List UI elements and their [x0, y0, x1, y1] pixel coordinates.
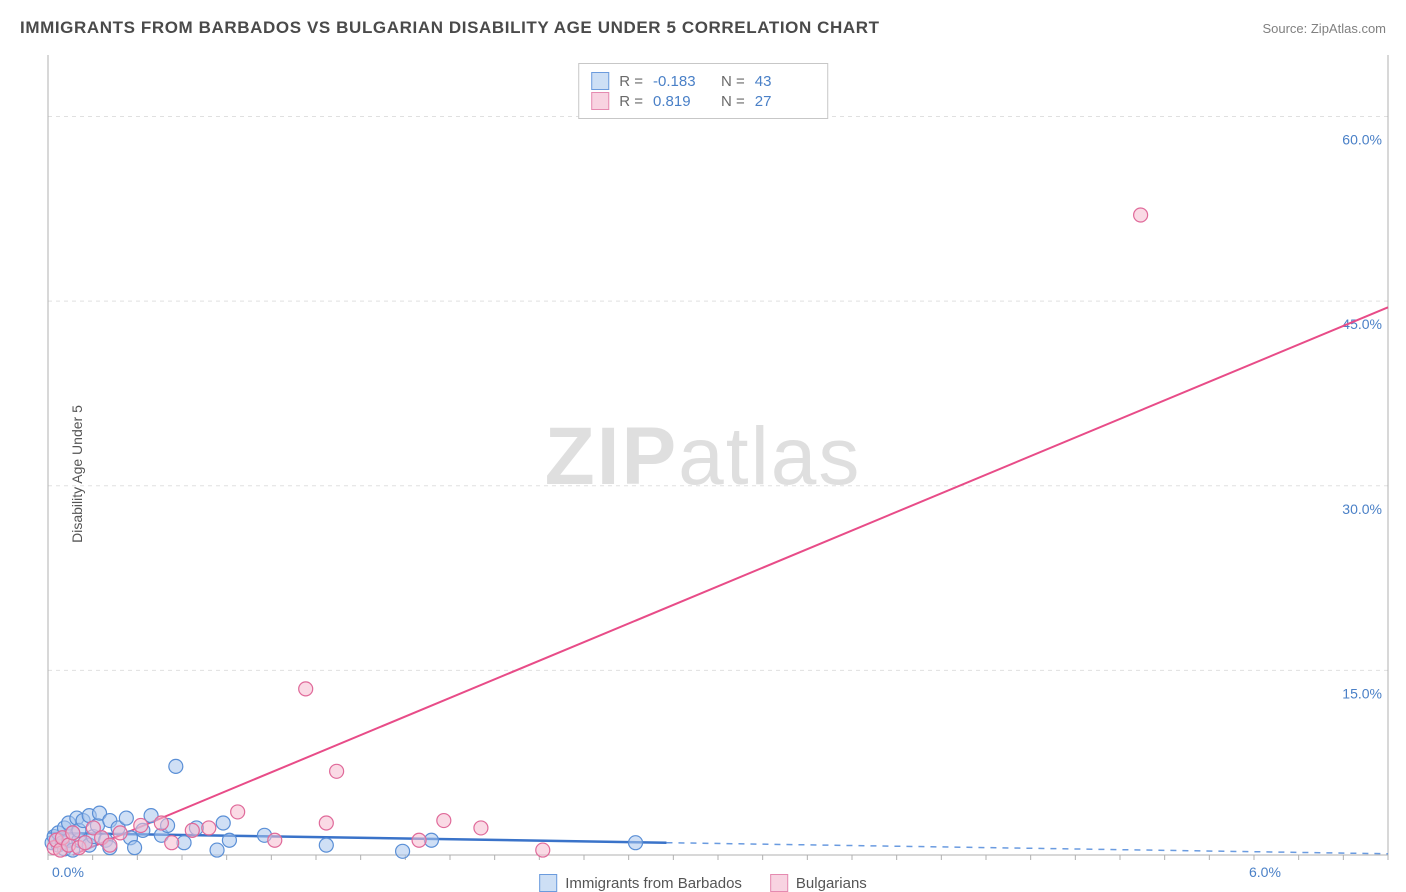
- scatter-plot-svg: 15.0%30.0%45.0%60.0%0.0%6.0%: [0, 55, 1406, 892]
- stat-n-label: N =: [721, 73, 745, 90]
- stat-r-label: R =: [619, 93, 643, 110]
- swatch-icon: [539, 874, 557, 892]
- stat-r-value: 0.819: [653, 93, 711, 110]
- chart-header: IMMIGRANTS FROM BARBADOS VS BULGARIAN DI…: [20, 18, 1386, 38]
- stat-r-label: R =: [619, 73, 643, 90]
- stat-n-value: 43: [755, 73, 813, 90]
- swatch-icon: [770, 874, 788, 892]
- svg-text:15.0%: 15.0%: [1342, 685, 1382, 701]
- svg-text:30.0%: 30.0%: [1342, 501, 1382, 517]
- legend-item-bulgarians: Bulgarians: [770, 874, 867, 892]
- stat-n-label: N =: [721, 93, 745, 110]
- stats-row-barbados: R = -0.183 N = 43: [591, 72, 813, 90]
- chart-title: IMMIGRANTS FROM BARBADOS VS BULGARIAN DI…: [20, 18, 880, 38]
- correlation-stats-box: R = -0.183 N = 43 R = 0.819 N = 27: [578, 63, 828, 119]
- chart-area: Disability Age Under 5 15.0%30.0%45.0%60…: [0, 55, 1406, 892]
- series-legend: Immigrants from Barbados Bulgarians: [539, 874, 867, 892]
- swatch-icon: [591, 92, 609, 110]
- svg-text:60.0%: 60.0%: [1342, 132, 1382, 148]
- legend-item-barbados: Immigrants from Barbados: [539, 874, 742, 892]
- stats-row-bulgarians: R = 0.819 N = 27: [591, 92, 813, 110]
- svg-text:6.0%: 6.0%: [1249, 864, 1281, 880]
- stat-n-value: 27: [755, 93, 813, 110]
- legend-label: Bulgarians: [796, 875, 867, 892]
- swatch-icon: [591, 72, 609, 90]
- source-attribution: Source: ZipAtlas.com: [1262, 21, 1386, 36]
- stat-r-value: -0.183: [653, 73, 711, 90]
- svg-text:0.0%: 0.0%: [52, 864, 84, 880]
- legend-label: Immigrants from Barbados: [565, 875, 742, 892]
